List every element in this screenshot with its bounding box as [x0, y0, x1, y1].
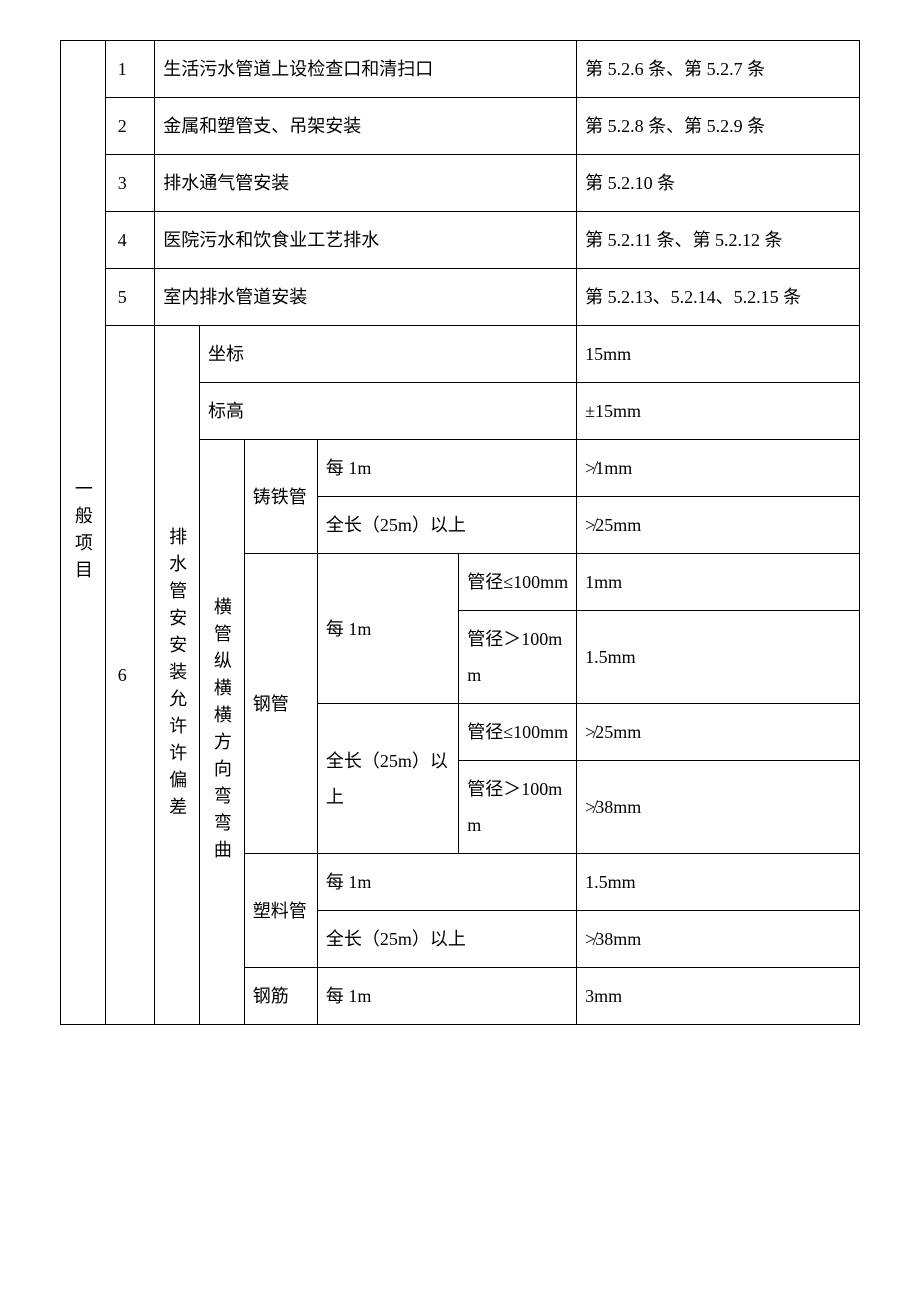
- row-desc: 医院污水和饮食业工艺排水: [155, 212, 577, 269]
- table-row: 4 医院污水和饮食业工艺排水 第 5.2.11 条、第 5.2.12 条: [61, 212, 860, 269]
- table-row: 3 排水通气管安装 第 5.2.10 条: [61, 155, 860, 212]
- row-ref: 第 5.2.8 条、第 5.2.9 条: [577, 98, 860, 155]
- plastic-val2: ≯38mm: [577, 911, 860, 968]
- steel-dia2: 管径＞100mm: [459, 611, 577, 704]
- row-desc: 生活污水管道上设检查口和清扫口: [155, 41, 577, 98]
- plastic-cond1: 每 1m: [317, 854, 576, 911]
- row-desc: 室内排水管道安装: [155, 269, 577, 326]
- side-label: 一般项目: [61, 41, 106, 1025]
- spec-table: 一般项目 1 生活污水管道上设检查口和清扫口 第 5.2.6 条、第 5.2.7…: [60, 40, 860, 1025]
- steel-dia1: 管径≤100mm: [459, 554, 577, 611]
- cast-iron-cond1: 每 1m: [317, 440, 576, 497]
- steel-val1: 1mm: [577, 554, 860, 611]
- row-ref: 第 5.2.6 条、第 5.2.7 条: [577, 41, 860, 98]
- rebar-val1: 3mm: [577, 968, 860, 1025]
- row-desc: 金属和塑管支、吊架安装: [155, 98, 577, 155]
- zuobiao-label: 坐标: [200, 326, 577, 383]
- plastic-cond2: 全长（25m）以上: [317, 911, 576, 968]
- steel-name: 钢管: [244, 554, 317, 854]
- steel-cond1: 每 1m: [317, 554, 458, 704]
- cast-iron-name: 铸铁管: [244, 440, 317, 554]
- tolerance-main-label: 排水管安安装允许许偏差: [155, 326, 200, 1025]
- cast-iron-val1: ≯1mm: [577, 440, 860, 497]
- plastic-name: 塑料管: [244, 854, 317, 968]
- row-num: 6: [105, 326, 154, 1025]
- table-row: 6 排水管安安装允许许偏差 坐标 15mm: [61, 326, 860, 383]
- row-num: 2: [105, 98, 154, 155]
- row-num: 4: [105, 212, 154, 269]
- steel-dia3: 管径≤100mm: [459, 704, 577, 761]
- plastic-val1: 1.5mm: [577, 854, 860, 911]
- steel-val4: ≯38mm: [577, 761, 860, 854]
- table-row: 一般项目 1 生活污水管道上设检查口和清扫口 第 5.2.6 条、第 5.2.7…: [61, 41, 860, 98]
- row-ref: 第 5.2.10 条: [577, 155, 860, 212]
- steel-cond2: 全长（25m）以上: [317, 704, 458, 854]
- steel-val3: ≯25mm: [577, 704, 860, 761]
- table-row: 5 室内排水管道安装 第 5.2.13、5.2.14、5.2.15 条: [61, 269, 860, 326]
- row-num: 3: [105, 155, 154, 212]
- cast-iron-val2: ≯25mm: [577, 497, 860, 554]
- rebar-cond1: 每 1m: [317, 968, 576, 1025]
- table-row: 2 金属和塑管支、吊架安装 第 5.2.8 条、第 5.2.9 条: [61, 98, 860, 155]
- zuobiao-value: 15mm: [577, 326, 860, 383]
- row-ref: 第 5.2.11 条、第 5.2.12 条: [577, 212, 860, 269]
- biaogao-value: ±15mm: [577, 383, 860, 440]
- biaogao-label: 标高: [200, 383, 577, 440]
- steel-dia4: 管径＞100mm: [459, 761, 577, 854]
- row-num: 1: [105, 41, 154, 98]
- row-ref: 第 5.2.13、5.2.14、5.2.15 条: [577, 269, 860, 326]
- bend-label: 横管纵横横方向弯弯曲: [200, 440, 245, 1025]
- rebar-name: 钢筋: [244, 968, 317, 1025]
- row-desc: 排水通气管安装: [155, 155, 577, 212]
- row-num: 5: [105, 269, 154, 326]
- steel-val2: 1.5mm: [577, 611, 860, 704]
- cast-iron-cond2: 全长（25m）以上: [317, 497, 576, 554]
